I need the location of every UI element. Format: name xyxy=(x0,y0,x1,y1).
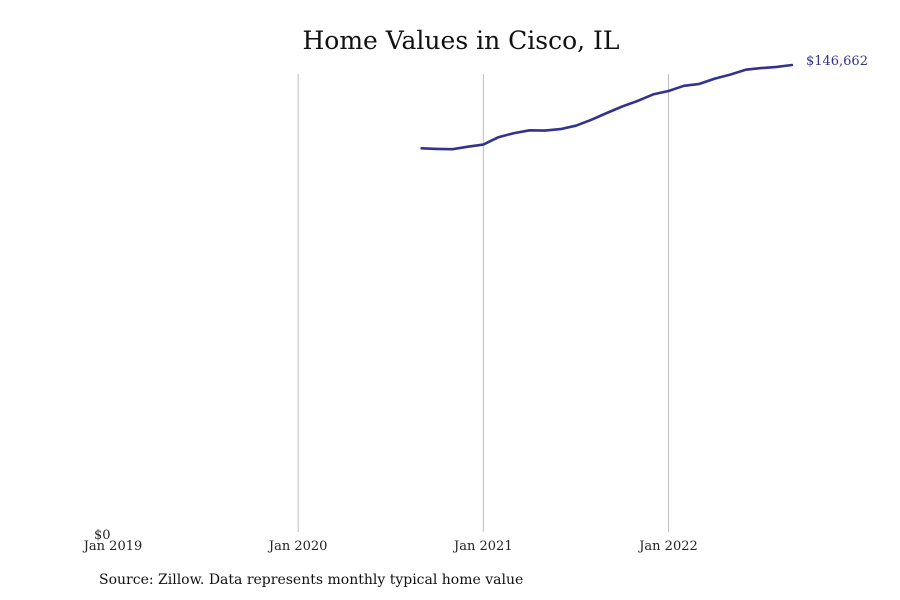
x-tick-label: Jan 2022 xyxy=(637,539,698,554)
chart-title: Home Values in Cisco, IL xyxy=(302,26,620,55)
tick-labels: Jan 2019 Jan 2020 Jan 2021 Jan 2022 $0 $146,6… xyxy=(82,54,868,554)
series-layer xyxy=(420,63,794,151)
x-tick-label: Jan 2020 xyxy=(267,539,328,554)
gridlines xyxy=(297,74,669,532)
x-tick-label: Jan 2021 xyxy=(452,539,513,554)
source-note: Source: Zillow. Data represents monthly … xyxy=(99,572,524,588)
series-line xyxy=(420,63,794,151)
x-tick-label: Jan 2019 xyxy=(82,539,143,554)
y-tick-label: $0 xyxy=(94,528,111,543)
end-value-label: $146,662 xyxy=(806,54,868,69)
